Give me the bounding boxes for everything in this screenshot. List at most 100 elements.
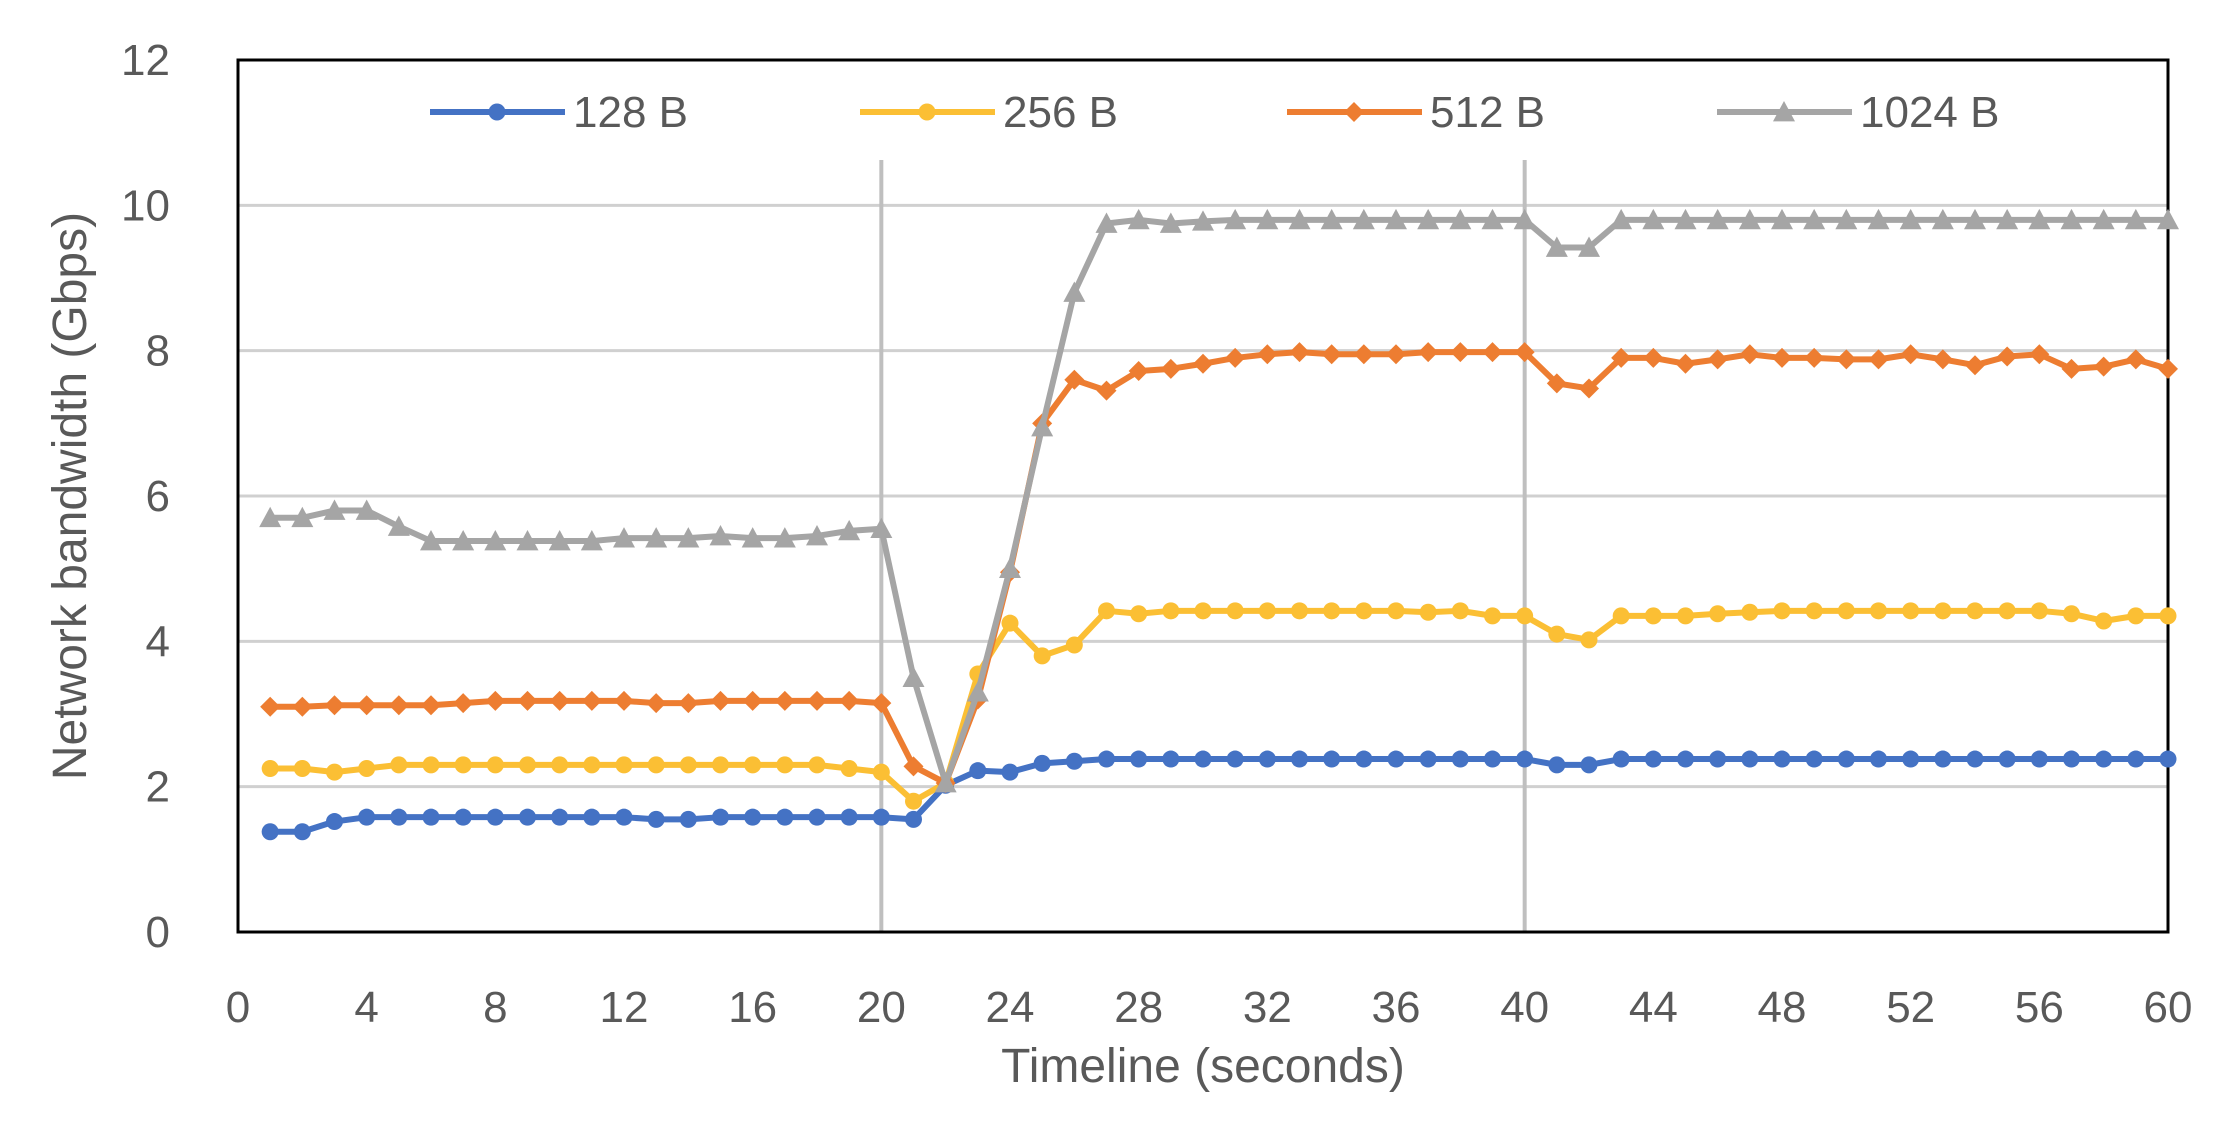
data-point xyxy=(1741,750,1759,768)
data-point xyxy=(615,756,633,774)
data-point xyxy=(1289,342,1310,363)
data-point xyxy=(1192,210,1214,231)
x-axis-tick-labels: 0 4 8 12 16 20 24 28 32 36 40 44 48 52 56 60 xyxy=(226,983,2193,1032)
legend-label: 512 B xyxy=(1430,88,1545,137)
data-point xyxy=(807,690,827,711)
data-point xyxy=(2127,607,2145,625)
data-point xyxy=(1805,602,1823,620)
data-point xyxy=(1579,378,1599,399)
data-point xyxy=(1291,750,1308,768)
data-point xyxy=(776,756,794,774)
legend-item-1024-b: 1024 B xyxy=(1717,88,1999,137)
data-point xyxy=(1966,750,1984,768)
data-point xyxy=(969,762,987,780)
data-point xyxy=(1482,342,1503,363)
data-point xyxy=(774,690,795,711)
data-point xyxy=(773,527,796,548)
data-point xyxy=(1257,344,1278,365)
data-point xyxy=(1739,344,1760,365)
data-point xyxy=(1837,750,1855,768)
data-point xyxy=(293,823,311,841)
x-tick-label-56: 56 xyxy=(2015,983,2064,1032)
x-tick-label-44: 44 xyxy=(1629,983,1678,1032)
data-point xyxy=(647,810,665,828)
data-point xyxy=(744,808,762,826)
x-tick-label-20: 20 xyxy=(857,983,906,1032)
data-point xyxy=(1771,208,1793,230)
y-axis-title: Network bandwidth (Gbps) xyxy=(44,212,97,780)
data-point xyxy=(1193,353,1213,374)
data-point xyxy=(1033,754,1051,772)
data-point xyxy=(1837,602,1855,620)
data-point xyxy=(1804,347,1825,368)
data-point xyxy=(1803,208,1826,230)
data-point xyxy=(261,823,279,841)
data-point xyxy=(1159,212,1182,233)
data-point xyxy=(1932,349,1953,370)
data-point xyxy=(2095,612,2113,630)
series-1024-b xyxy=(259,208,2179,793)
data-point xyxy=(677,527,700,548)
data-point xyxy=(1867,208,1890,230)
data-point xyxy=(454,756,472,774)
data-point xyxy=(1162,750,1180,768)
x-tick-label-4: 4 xyxy=(354,983,378,1032)
y-tick-label-2: 2 xyxy=(146,763,170,812)
data-point xyxy=(2159,607,2177,625)
data-point xyxy=(1385,208,1407,230)
data-point xyxy=(1548,625,1566,643)
data-point xyxy=(840,808,858,826)
data-point xyxy=(2063,605,2080,623)
y-tick-label-12: 12 xyxy=(121,36,170,85)
data-point xyxy=(1738,208,1761,230)
data-point xyxy=(1323,750,1341,768)
data-point xyxy=(1868,349,1889,370)
data-point xyxy=(776,808,794,826)
data-point xyxy=(1934,750,1952,768)
data-point xyxy=(1578,236,1600,257)
data-point xyxy=(2060,208,2083,230)
data-point xyxy=(358,808,376,826)
data-point xyxy=(1065,752,1083,770)
data-point xyxy=(1001,614,1019,632)
data-point xyxy=(1387,602,1405,620)
data-point xyxy=(1516,750,1534,768)
legend-item-512-b: 512 B xyxy=(1287,88,1545,137)
data-point xyxy=(486,756,504,774)
data-point xyxy=(1224,208,1247,230)
series-128-b xyxy=(261,750,2177,841)
data-point xyxy=(2030,602,2048,620)
data-point xyxy=(712,756,729,774)
data-point xyxy=(484,530,507,551)
legend-label: 256 B xyxy=(1003,88,1118,137)
data-point xyxy=(551,808,569,826)
data-point xyxy=(548,530,571,551)
data-point xyxy=(1451,602,1469,620)
data-point xyxy=(1098,750,1115,768)
data-point xyxy=(1644,607,1662,625)
x-tick-label-16: 16 xyxy=(728,983,777,1032)
x-tick-label-24: 24 xyxy=(986,983,1035,1032)
x-tick-label-52: 52 xyxy=(1886,983,1935,1032)
data-point xyxy=(1900,344,1921,365)
legend-label: 1024 B xyxy=(1860,88,1999,137)
legend-label: 128 B xyxy=(573,88,688,137)
data-point xyxy=(2030,750,2048,768)
x-tick-label-12: 12 xyxy=(600,983,649,1032)
data-point xyxy=(1966,602,1984,620)
data-point xyxy=(2061,358,2082,379)
y-axis-tick-labels: 0 2 4 6 8 10 12 xyxy=(121,36,170,957)
data-point xyxy=(1772,347,1792,368)
data-point xyxy=(1902,602,1920,620)
data-point xyxy=(1610,208,1633,230)
data-point xyxy=(1870,750,1887,768)
data-point xyxy=(388,695,409,716)
data-point xyxy=(454,808,472,826)
data-point xyxy=(390,756,408,774)
data-point xyxy=(1674,208,1697,230)
data-point xyxy=(1355,750,1373,768)
data-point xyxy=(1997,346,2018,367)
data-point xyxy=(1644,750,1662,768)
data-point xyxy=(1545,236,1568,257)
data-point xyxy=(2028,208,2051,230)
